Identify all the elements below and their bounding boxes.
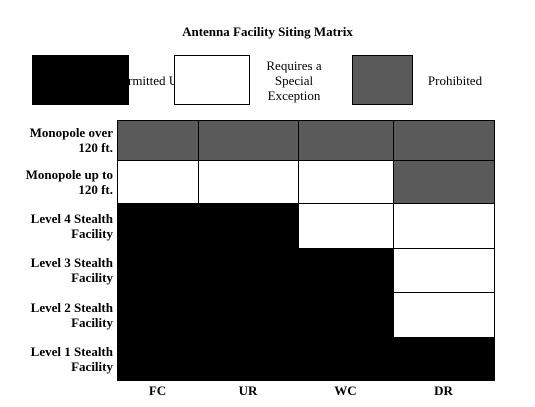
matrix-cell <box>117 248 199 293</box>
column-label: WC <box>334 383 357 398</box>
matrix-cell <box>117 337 199 381</box>
matrix-cell <box>117 203 199 249</box>
matrix-cell <box>393 248 495 293</box>
matrix-cell <box>198 292 299 338</box>
matrix-cell <box>298 248 394 293</box>
matrix-cell <box>198 203 299 249</box>
matrix-cell <box>298 337 394 381</box>
matrix-cell <box>393 337 495 381</box>
legend-label: Permitted Use <box>114 72 189 88</box>
matrix-cell <box>298 160 394 204</box>
title: Antenna Facility Siting Matrix <box>182 24 353 39</box>
matrix-cell <box>117 120 199 161</box>
matrix-cell <box>298 292 394 338</box>
matrix-cell <box>198 248 299 293</box>
matrix-cell <box>393 120 495 161</box>
row-label: Monopole up to 120 ft. <box>25 166 113 197</box>
legend-label: Prohibited <box>427 72 483 88</box>
column-label: FC <box>148 383 167 398</box>
legend-label: Requires a Special Exception <box>266 57 322 103</box>
matrix-cell <box>117 292 199 338</box>
matrix-cell <box>198 160 299 204</box>
legend-swatch <box>32 55 129 105</box>
matrix-cell <box>298 203 394 249</box>
column-label: DR <box>434 383 453 398</box>
column-label: UR <box>238 383 258 398</box>
matrix-cell <box>298 120 394 161</box>
matrix-cell <box>198 120 299 161</box>
matrix-cell <box>393 292 495 338</box>
legend-swatch <box>174 55 250 105</box>
row-label: Level 3 Stealth Facility <box>30 255 113 285</box>
matrix-cell <box>117 160 199 204</box>
row-label: Monopole over 120 ft. <box>29 125 113 155</box>
legend-swatch <box>352 55 413 105</box>
row-label: Level 4 Stealth Facility <box>30 210 113 241</box>
matrix-cell <box>393 203 495 249</box>
matrix-cell <box>393 160 495 204</box>
row-label: Level 1 Stealth Facility <box>30 343 113 374</box>
matrix-cell <box>198 337 299 381</box>
row-label: Level 2 Stealth Facility <box>30 299 113 330</box>
